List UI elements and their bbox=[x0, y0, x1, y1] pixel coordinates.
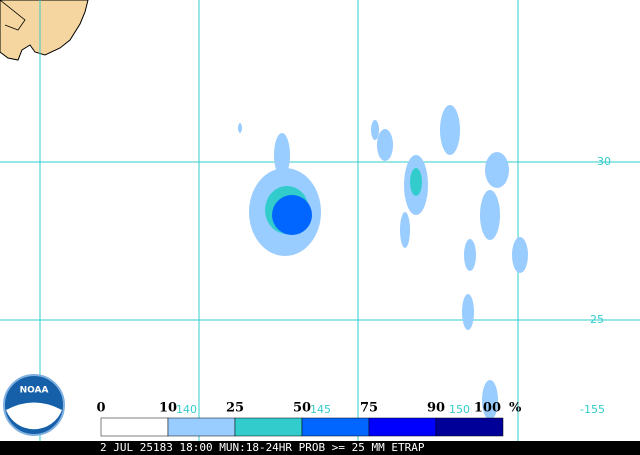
legend: 0 10 25 50 75 90 100% bbox=[96, 401, 522, 437]
legend-label: 50 bbox=[293, 401, 311, 416]
legend-swatch bbox=[368, 417, 437, 437]
legend-unit: % bbox=[509, 401, 522, 416]
precip-area bbox=[410, 168, 422, 196]
lon-label: -155 bbox=[580, 403, 605, 416]
precip-area bbox=[480, 190, 500, 240]
precip-area bbox=[377, 129, 393, 161]
legend-label: 0 bbox=[96, 401, 105, 416]
lon-label: 145 bbox=[310, 403, 331, 416]
precip-area bbox=[440, 105, 460, 155]
legend-label: 90 bbox=[427, 401, 445, 416]
precip-area bbox=[485, 152, 509, 188]
legend-label: 100 bbox=[474, 401, 501, 416]
precip-area bbox=[272, 195, 312, 235]
lon-label: 150 bbox=[449, 403, 470, 416]
precip-area bbox=[371, 120, 379, 140]
legend-label: 75 bbox=[360, 401, 378, 416]
precip-areas bbox=[238, 105, 528, 420]
coastline bbox=[0, 0, 26, 31]
precip-area bbox=[238, 123, 242, 133]
precip-area bbox=[464, 239, 476, 271]
legend-swatch bbox=[301, 417, 370, 437]
legend-swatch bbox=[234, 417, 303, 437]
noaa-logo: NOAA bbox=[3, 374, 65, 436]
lat-label: 30 bbox=[597, 155, 611, 168]
lat-label: 25 bbox=[590, 313, 604, 326]
logo-wave bbox=[6, 402, 62, 430]
precip-area bbox=[512, 237, 528, 273]
footer-text: 2 JUL 25183 18:00 MUN:18-24HR PROB >= 25… bbox=[100, 441, 425, 454]
footer-bar bbox=[0, 441, 640, 455]
legend-label: 10 bbox=[159, 401, 177, 416]
legend-swatch bbox=[100, 417, 169, 437]
precip-area bbox=[400, 212, 410, 248]
lon-label: 140 bbox=[176, 403, 197, 416]
logo-text: NOAA bbox=[20, 386, 49, 396]
legend-swatch bbox=[435, 417, 504, 437]
precip-area bbox=[462, 294, 474, 330]
legend-swatch bbox=[167, 417, 236, 437]
legend-label: 25 bbox=[226, 401, 244, 416]
precip-area bbox=[274, 133, 290, 177]
precip-area bbox=[482, 380, 498, 420]
